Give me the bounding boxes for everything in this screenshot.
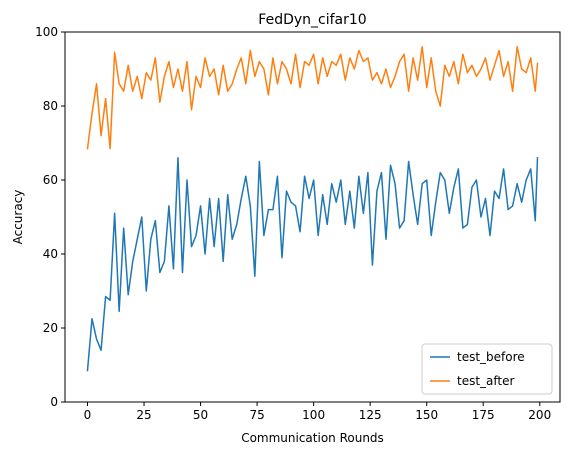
legend: test_before test_after <box>421 343 553 395</box>
y-tick-label: 0 <box>50 395 58 409</box>
x-tick-label: 150 <box>415 408 438 422</box>
x-tick-label: 0 <box>84 408 92 422</box>
x-tick-label: 25 <box>136 408 151 422</box>
x-tick-label: 200 <box>528 408 551 422</box>
y-tick-label: 100 <box>35 25 58 39</box>
chart-title: FedDyn_cifar10 <box>258 12 366 28</box>
x-tick-label: 100 <box>302 408 325 422</box>
axes-frame <box>64 31 561 403</box>
y-tick-label: 40 <box>43 247 58 261</box>
series-line-test-before <box>86 157 539 372</box>
y-tick-label: 60 <box>43 173 58 187</box>
legend-label-test-before: test_before <box>457 350 525 364</box>
x-tick-label: 175 <box>472 408 495 422</box>
y-axis-ticks: 0 20 40 60 80 100 <box>35 25 65 409</box>
y-axis-label: Accuracy <box>11 190 25 245</box>
x-axis-ticks: 0 25 50 75 100 125 150 175 200 <box>84 402 551 422</box>
x-tick-label: 50 <box>193 408 208 422</box>
legend-label-test-after: test_after <box>457 374 515 388</box>
y-tick-label: 20 <box>43 321 58 335</box>
x-tick-label: 75 <box>249 408 264 422</box>
series-lines <box>86 46 539 372</box>
y-tick-label: 80 <box>43 99 58 113</box>
x-axis-label: Communication Rounds <box>241 431 384 445</box>
x-tick-label: 125 <box>359 408 382 422</box>
series-line-test-after <box>86 46 539 150</box>
legend-box <box>421 343 553 395</box>
